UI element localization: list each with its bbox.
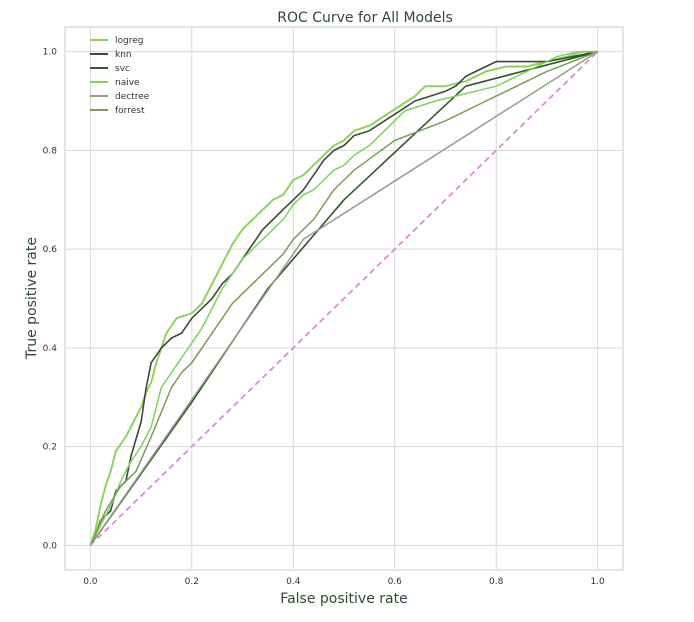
legend-label-dectree: dectree xyxy=(115,92,150,102)
series-line-logreg xyxy=(89,50,598,546)
x-axis-title: False positive rate xyxy=(280,591,407,607)
x-tick-label: 0.2 xyxy=(185,577,199,587)
reference-diagonal-line xyxy=(89,51,599,546)
series-line-svc xyxy=(89,50,598,546)
y-tick-label: 1.0 xyxy=(43,48,58,58)
legend-label-logreg: logreg xyxy=(115,36,143,46)
y-tick-label: 0.8 xyxy=(43,146,58,156)
x-tick-label: 0.0 xyxy=(83,577,98,587)
x-tick-label: 0.8 xyxy=(489,577,504,587)
y-tick-label: 0.4 xyxy=(43,344,58,354)
series-line-knn xyxy=(89,50,598,546)
legend-label-knn: knn xyxy=(115,50,132,60)
y-tick-label: 0.6 xyxy=(43,245,58,255)
series-line-dectree xyxy=(89,51,599,546)
y-tick-labels: 0.0 0.2 0.4 0.6 0.8 1.0 xyxy=(43,48,58,552)
grid xyxy=(65,27,623,570)
y-tick-label: 0.2 xyxy=(43,443,57,453)
series-line-naive xyxy=(89,50,598,546)
chart-title: ROC Curve for All Models xyxy=(277,10,453,26)
legend-label-svc: svc xyxy=(115,64,130,74)
series-line-forrest xyxy=(89,51,598,546)
legend-label-naive: naive xyxy=(115,78,140,88)
y-tick-label: 0.0 xyxy=(43,541,58,551)
legend: logreg knn svc naive dectree forrest xyxy=(90,36,150,116)
y-axis-title: True positive rate xyxy=(24,237,40,360)
series-lines xyxy=(89,50,599,546)
legend-label-forrest: forrest xyxy=(115,106,145,116)
x-tick-label: 0.4 xyxy=(286,577,301,587)
x-tick-label: 1.0 xyxy=(590,577,605,587)
x-tick-label: 0.6 xyxy=(388,577,403,587)
x-tick-labels: 0.0 0.2 0.4 0.6 0.8 1.0 xyxy=(83,577,605,587)
